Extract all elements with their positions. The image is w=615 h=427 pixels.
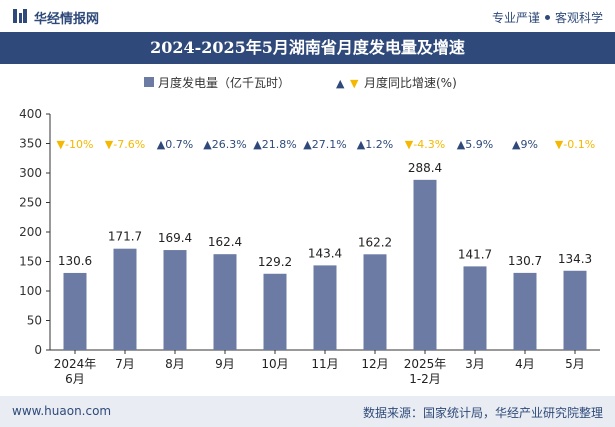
y-tick-label: 0 [34,343,42,357]
growth-rate-label: ▲9% [512,138,538,151]
bar [413,179,437,350]
up-triangle-icon: ▲ [253,138,262,151]
bar-value-label: 141.7 [458,247,492,261]
tagline-left: 专业严谨 [491,11,540,25]
footer-source: 数据来源：国家统计局，华经产业研究院整理 [362,406,603,420]
bar-value-label: 171.7 [108,230,142,244]
up-triangle-icon: ▲ [303,138,312,151]
logo-icon [13,9,27,23]
bar [263,273,287,350]
y-tick-label: 250 [19,196,42,210]
bar [113,248,137,350]
legend-growth-label: 月度同比增速(%) [364,75,457,90]
bar-value-label: 162.2 [358,235,392,249]
x-tick-label: 9月 [215,357,235,371]
growth-rate-label: ▲21.8% [253,138,296,151]
x-tick-label: 11月 [311,357,338,371]
bar-value-label: 169.4 [158,231,192,245]
up-triangle-icon: ▲ [157,138,166,151]
dot-separator-icon [544,15,550,20]
footer-website: www.huaon.com [12,404,112,418]
bar-value-label: 130.7 [508,254,542,268]
brand-name: 华经情报网 [34,12,100,27]
bar [313,265,337,350]
growth-rate-label: ▼-0.1% [555,138,595,151]
bar [63,272,87,350]
x-tick-label: 1-2月 [409,372,441,386]
legend-down-triangle-icon: ▼ [350,77,359,90]
down-triangle-icon: ▼ [405,138,414,151]
growth-rate-value: 1.2% [365,138,393,151]
legend-up-triangle-icon: ▲ [336,77,345,90]
bar-value-label: 129.2 [258,255,292,269]
growth-rate-label: ▲5.9% [457,138,493,151]
growth-rate-label: ▲1.2% [357,138,393,151]
tagline-right: 客观科学 [554,11,603,25]
bar [213,254,237,350]
y-tick-label: 150 [19,255,42,269]
y-tick-label: 350 [19,137,42,151]
footer: www.huaon.com 数据来源：国家统计局，华经产业研究院整理 [0,396,615,427]
y-tick-label: 200 [19,225,42,239]
growth-rate-value: 21.8% [262,138,297,151]
top-bar: 华经情报网 专业严谨 客观科学 [0,0,615,32]
title-bar: 2024-2025年5月湖南省月度发电量及增速 [0,32,615,64]
legend: 月度发电量（亿千瓦时） ▲ ▼ 月度同比增速(%) [144,75,457,90]
growth-rate-value: 9% [521,138,538,151]
growth-rate-value: 5.9% [465,138,493,151]
bar-value-label: 143.4 [308,246,342,260]
up-triangle-icon: ▲ [357,138,366,151]
x-tick-label: 8月 [165,357,185,371]
growth-rate-label: ▲0.7% [157,138,193,151]
x-tick-label: 5月 [565,357,585,371]
growth-rate-label: ▲26.3% [203,138,246,151]
growth-rate-value: 26.3% [212,138,247,151]
growth-rate-value: 27.1% [312,138,347,151]
growth-rate-value: -7.6% [113,138,145,151]
y-tick-label: 300 [19,166,42,180]
bar [363,254,387,350]
growth-rate-value: 0.7% [165,138,193,151]
y-tick-label: 50 [27,314,42,328]
bar-value-label: 134.3 [558,252,592,266]
y-tick-label: 400 [19,107,42,121]
growth-rate-value: -10% [65,138,93,151]
x-tick-label: 2025年 [404,357,447,371]
up-triangle-icon: ▲ [457,138,466,151]
chart: 月度发电量（亿千瓦时） ▲ ▼ 月度同比增速(%) 0 50 100 150 200 250 300… [19,75,600,386]
x-tick-label: 10月 [261,357,288,371]
down-triangle-icon: ▼ [57,138,66,151]
down-triangle-icon: ▼ [555,138,564,151]
growth-rate-label: ▲27.1% [303,138,346,151]
x-tick-label: 6月 [65,372,85,386]
legend-bar-swatch-icon [144,77,154,87]
growth-rate-label: ▼-4.3% [405,138,445,151]
down-triangle-icon: ▼ [105,138,114,151]
bar [163,250,187,350]
tagline: 专业严谨 客观科学 [492,9,603,26]
growth-rate-value: -4.3% [413,138,445,151]
chart-title: 2024-2025年5月湖南省月度发电量及增速 [150,38,465,57]
x-tick-label: 2024年 [54,357,97,371]
x-tick-label: 3月 [465,357,485,371]
growth-rate-value: -0.1% [563,138,595,151]
bar [513,272,537,350]
bar-value-label: 288.4 [408,161,442,175]
growth-rate-label: ▼-10% [57,138,94,151]
x-tick-label: 7月 [115,357,135,371]
bar [563,270,587,350]
up-triangle-icon: ▲ [512,138,521,151]
up-triangle-icon: ▲ [203,138,212,151]
x-tick-label: 4月 [515,357,535,371]
bar [463,266,487,350]
x-tick-label: 12月 [361,357,388,371]
bar-value-label: 130.6 [58,254,92,268]
bar-value-label: 162.4 [208,235,242,249]
growth-rate-label: ▼-7.6% [105,138,145,151]
legend-bar-label: 月度发电量（亿千瓦时） [158,75,290,90]
y-tick-label: 100 [19,284,42,298]
